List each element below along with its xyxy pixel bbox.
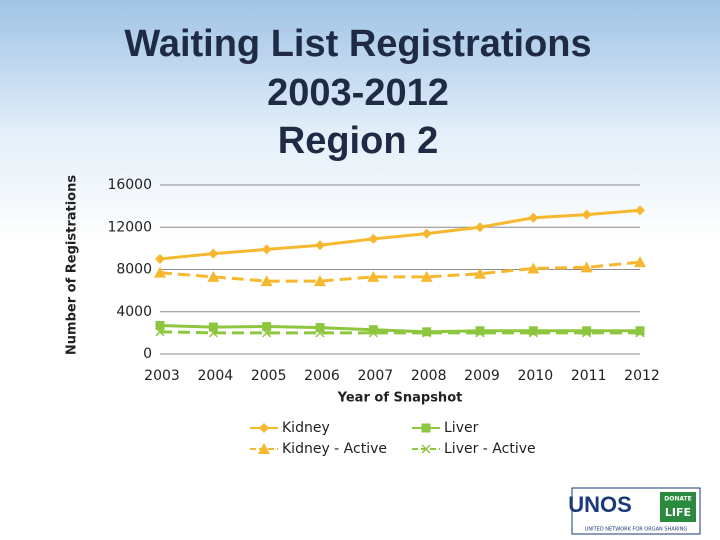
logo-subtitle: UNITED NETWORK FOR ORGAN SHARING bbox=[585, 527, 688, 533]
y-tick-label: 8000 bbox=[116, 262, 152, 278]
marker bbox=[208, 248, 219, 259]
x-tick-label: 2005 bbox=[251, 368, 287, 384]
marker bbox=[421, 444, 431, 454]
marker bbox=[315, 240, 325, 251]
y-tick-label: 0 bbox=[143, 346, 152, 362]
x-tick-label: 2010 bbox=[518, 368, 554, 384]
marker bbox=[528, 328, 538, 338]
x-tick-label: 2011 bbox=[571, 368, 607, 384]
marker bbox=[582, 326, 592, 336]
y-tick-label: 12000 bbox=[107, 219, 152, 235]
marker bbox=[475, 328, 485, 338]
marker bbox=[580, 261, 593, 273]
marker bbox=[258, 443, 270, 454]
x-tick-label: 2009 bbox=[464, 368, 500, 384]
legend-label: Kidney bbox=[282, 420, 330, 436]
marker bbox=[422, 328, 432, 338]
series-line bbox=[159, 208, 641, 261]
y-axis-label: Number of Registrations bbox=[65, 175, 80, 355]
marker bbox=[259, 423, 269, 433]
marker bbox=[634, 256, 646, 268]
marker bbox=[475, 326, 485, 336]
marker bbox=[368, 328, 378, 338]
marker bbox=[475, 222, 485, 233]
x-tick-label: 2004 bbox=[198, 368, 234, 384]
x-tick-label: 2006 bbox=[304, 368, 340, 384]
marker bbox=[420, 270, 433, 282]
marker bbox=[635, 328, 645, 338]
title-line: Region 2 bbox=[278, 120, 438, 162]
marker bbox=[635, 205, 645, 216]
marker bbox=[262, 322, 272, 332]
marker bbox=[581, 209, 592, 220]
marker bbox=[207, 270, 220, 282]
y-tick-label: 16000 bbox=[107, 177, 152, 193]
marker bbox=[260, 275, 273, 287]
marker bbox=[314, 275, 326, 287]
series-line bbox=[159, 330, 640, 335]
marker bbox=[315, 323, 325, 333]
marker bbox=[155, 253, 165, 264]
marker bbox=[368, 325, 378, 335]
series-line bbox=[159, 323, 640, 334]
marker bbox=[527, 262, 540, 274]
marker bbox=[262, 328, 272, 338]
logo-name: UNOS bbox=[568, 492, 632, 517]
title-line: Waiting List Registrations bbox=[124, 23, 591, 65]
logo-badge bbox=[660, 492, 696, 522]
logo: UNOS DONATE LIFE UNITED NETWORK FOR ORGA… bbox=[568, 487, 701, 535]
marker bbox=[315, 328, 325, 338]
title-line: 2003-2012 bbox=[267, 72, 449, 114]
marker bbox=[421, 228, 432, 239]
marker bbox=[261, 244, 272, 255]
x-axis-label: Year of Snapshot bbox=[337, 391, 463, 406]
marker bbox=[367, 270, 380, 282]
marker bbox=[474, 267, 486, 279]
logo-badge-text: DONATE bbox=[664, 496, 691, 503]
marker bbox=[635, 326, 645, 336]
x-tick-label: 2003 bbox=[144, 368, 180, 384]
y-tick-label: 4000 bbox=[116, 304, 152, 320]
marker bbox=[528, 326, 538, 336]
logo-badge-text: LIFE bbox=[665, 506, 691, 519]
marker bbox=[155, 327, 165, 337]
marker bbox=[208, 328, 218, 338]
x-tick-label: 2007 bbox=[358, 368, 394, 384]
x-tick-label: 2008 bbox=[411, 368, 447, 384]
marker bbox=[208, 322, 218, 332]
x-tick-label: 2012 bbox=[624, 368, 660, 384]
marker bbox=[528, 212, 539, 223]
marker bbox=[368, 233, 379, 244]
marker bbox=[582, 328, 592, 338]
marker bbox=[421, 423, 431, 433]
legend-label: Liver bbox=[444, 420, 479, 436]
series-line bbox=[159, 260, 641, 283]
legend-label: Kidney - Active bbox=[282, 441, 387, 457]
marker bbox=[155, 320, 165, 330]
legend-label: Liver - Active bbox=[444, 441, 536, 457]
marker bbox=[154, 266, 166, 278]
